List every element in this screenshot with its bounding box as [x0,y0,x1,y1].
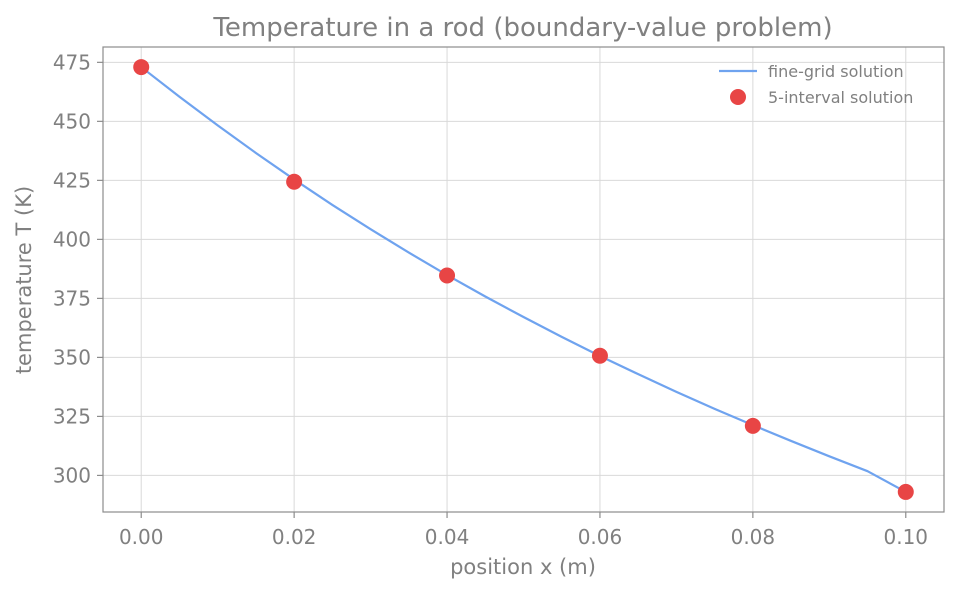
chart-title: Temperature in a rod (boundary-value pro… [212,13,832,43]
x-tick-label: 0.08 [731,525,776,549]
data-point [286,173,303,190]
fine-grid-line [140,66,907,493]
y-tick-label: 300 [53,463,91,487]
data-point [439,267,456,284]
y-tick-label: 475 [53,50,91,74]
plot-series [133,59,914,500]
data-point [744,417,761,434]
x-axis-label: position x (m) [450,555,596,579]
data-point [591,347,608,364]
legend-label-line: fine-grid solution [768,62,904,81]
x-tick-label: 0.04 [425,525,470,549]
grid [103,47,944,512]
x-tick-label: 0.02 [272,525,317,549]
axis-ticks: 0.00 0.02 0.04 0.06 0.08 0.10 300 325 350 375 400 4… [53,50,928,549]
legend-marker-swatch [730,89,746,105]
x-tick-label: 0.06 [578,525,623,549]
data-point [897,483,914,500]
x-tick-label: 0.10 [884,525,929,549]
y-tick-label: 375 [53,286,91,310]
data-point [133,59,150,76]
y-tick-label: 325 [53,404,91,428]
y-tick-label: 450 [53,109,91,133]
legend: fine-grid solution 5-interval solution [719,62,913,107]
plot-frame [102,46,945,513]
legend-label-scatter: 5-interval solution [768,88,913,107]
y-tick-label: 350 [53,345,91,369]
y-tick-label: 425 [53,168,91,192]
x-tick-label: 0.00 [119,525,164,549]
y-axis-label: temperature T (K) [12,186,36,374]
y-tick-label: 400 [53,227,91,251]
